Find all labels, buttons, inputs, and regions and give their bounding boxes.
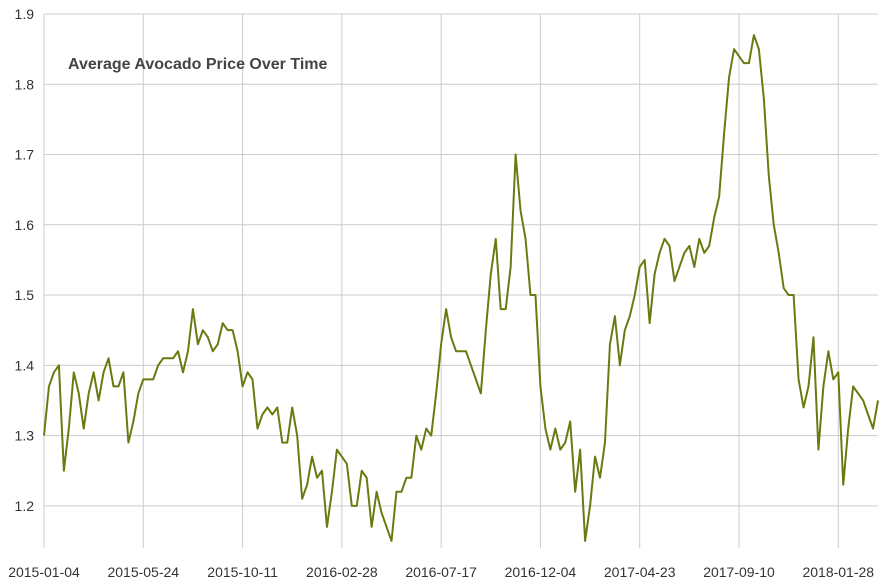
x-tick-label: 2017-04-23 bbox=[604, 564, 676, 580]
x-tick-label: 2015-10-11 bbox=[207, 564, 278, 580]
y-tick-label: 1.6 bbox=[15, 217, 35, 233]
y-tick-label: 1.9 bbox=[15, 6, 35, 22]
y-tick-label: 1.2 bbox=[15, 498, 35, 514]
y-tick-label: 1.5 bbox=[15, 287, 35, 303]
x-tick-label: 2016-07-17 bbox=[405, 564, 477, 580]
x-tick-label: 2015-05-24 bbox=[107, 564, 179, 580]
y-tick-label: 1.4 bbox=[15, 357, 35, 373]
vertical-gridlines bbox=[43, 14, 839, 548]
y-tick-label: 1.3 bbox=[15, 428, 35, 444]
y-tick-label: 1.8 bbox=[15, 76, 35, 92]
x-tick-label: 2016-12-04 bbox=[505, 564, 577, 580]
x-tick-label: 2018-01-28 bbox=[802, 564, 874, 580]
y-axis-tick-labels: 1.2 1.3 1.4 1.5 1.6 1.7 1.8 1.9 bbox=[15, 6, 35, 514]
chart-title: Average Avocado Price Over Time bbox=[68, 56, 327, 73]
y-tick-label: 1.7 bbox=[15, 147, 35, 163]
horizontal-gridlines bbox=[44, 13, 878, 507]
x-tick-label: 2016-02-28 bbox=[306, 564, 378, 580]
series-line-average-price bbox=[43, 34, 879, 542]
x-axis-tick-labels: 2015-01-04 2015-05-24 2015-10-11 2016-02-28… bbox=[8, 564, 874, 580]
x-tick-label: 2017-09-10 bbox=[703, 564, 775, 580]
x-tick-label: 2015-01-04 bbox=[8, 564, 80, 580]
